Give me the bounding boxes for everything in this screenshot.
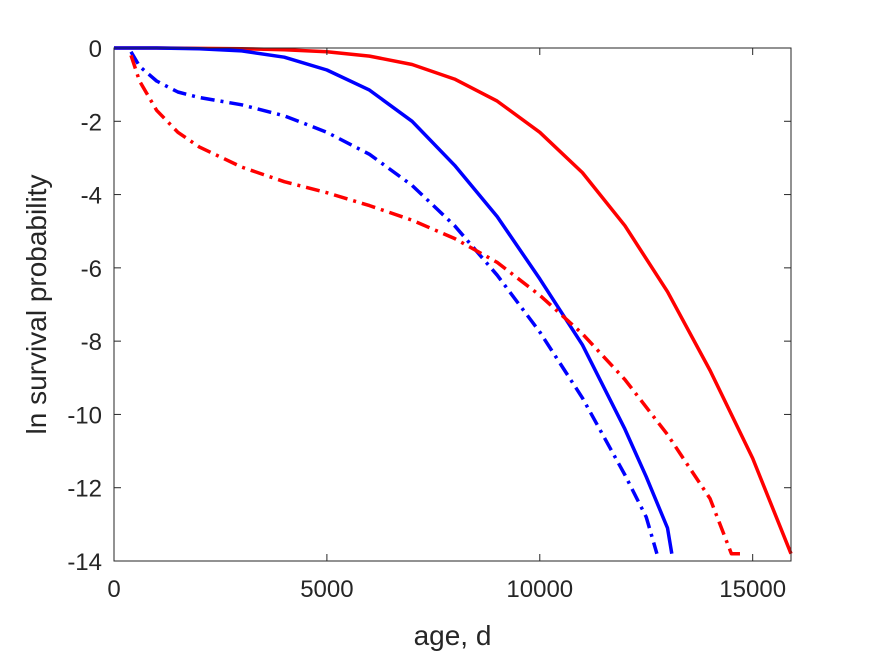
series-line-2 — [114, 46, 674, 554]
y-tick-label: -2 — [81, 109, 102, 136]
axes-box — [113, 47, 792, 562]
series-line-3 — [129, 50, 659, 555]
y-tick-label: -12 — [67, 476, 102, 503]
x-tick-label: 10000 — [506, 576, 573, 603]
y-tick-label: -14 — [67, 549, 102, 576]
x-tick-label: 15000 — [719, 576, 786, 603]
y-axis-label: ln survival probability — [21, 175, 52, 435]
y-tick-label: -10 — [67, 402, 102, 429]
y-tick-label: -6 — [81, 256, 102, 283]
y-tick-label: -4 — [81, 183, 102, 210]
x-tick-labels: 0 5000 10000 15000 — [107, 576, 786, 603]
y-tick-label: -8 — [81, 329, 102, 356]
x-tick-label: 5000 — [300, 576, 353, 603]
series-line-4 — [129, 54, 742, 556]
axis-ticks — [113, 47, 791, 562]
x-axis-label: age, d — [414, 620, 492, 651]
x-tick-label: 0 — [107, 576, 120, 603]
series-lines — [114, 46, 793, 556]
y-tick-labels: 0 -2 -4 -6 -8 -10 -12 -14 — [67, 36, 102, 576]
y-tick-label: 0 — [89, 36, 102, 63]
series-line-1 — [114, 46, 793, 555]
